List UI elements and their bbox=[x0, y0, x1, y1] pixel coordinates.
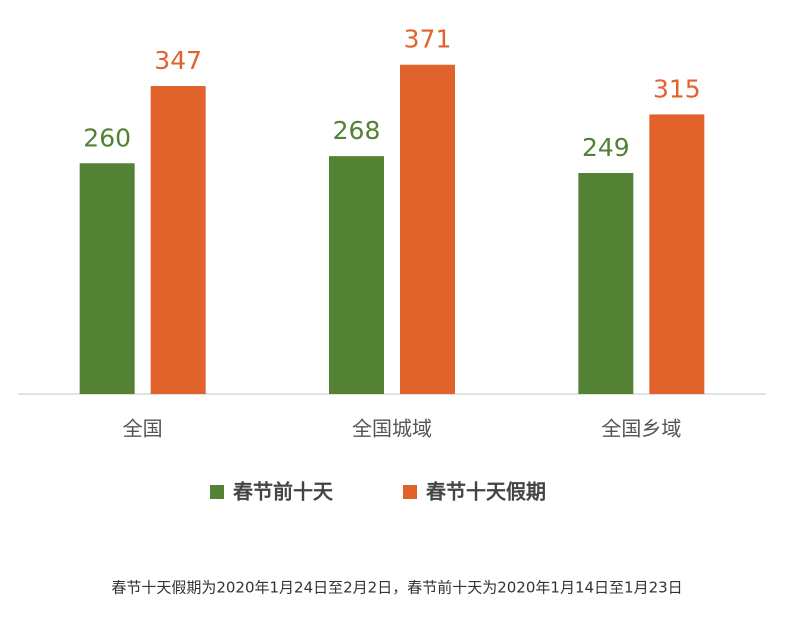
bar bbox=[400, 64, 455, 395]
bar bbox=[79, 163, 135, 394]
value-label: 249 bbox=[582, 133, 630, 162]
bar bbox=[150, 86, 206, 394]
value-label: 347 bbox=[154, 46, 202, 75]
value-label: 260 bbox=[83, 123, 131, 152]
value-label: 315 bbox=[653, 74, 701, 103]
legend-swatch bbox=[210, 485, 224, 499]
x-tick-label: 全国城域 bbox=[352, 417, 432, 441]
bar bbox=[578, 173, 634, 394]
value-label: 371 bbox=[404, 25, 452, 54]
x-tick-label: 全国乡域 bbox=[601, 417, 681, 441]
value-label: 268 bbox=[333, 116, 381, 145]
x-tick-label: 全国 bbox=[123, 417, 163, 441]
legend-label: 春节十天假期 bbox=[425, 480, 546, 504]
bar bbox=[649, 114, 705, 394]
bar bbox=[329, 156, 384, 394]
legend-swatch bbox=[403, 485, 417, 499]
legend-label: 春节前十天 bbox=[232, 480, 334, 504]
footnote: 春节十天假期为2020年1月24日至2月2日，春节前十天为2020年1月14日至… bbox=[111, 579, 682, 597]
